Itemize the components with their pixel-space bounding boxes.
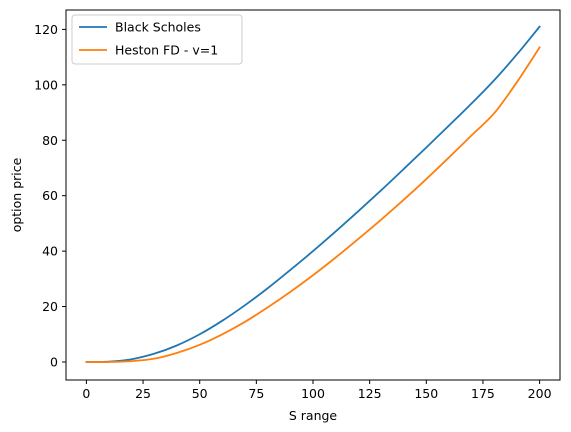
- legend-label-black-scholes: Black Scholes: [115, 20, 201, 35]
- y-axis-ticks: 0 20 40 60 80 100 120: [34, 22, 66, 369]
- series-layer: [85, 25, 541, 363]
- plot-frame: [65, 9, 561, 381]
- x-tick-label: 0: [82, 386, 90, 401]
- y-tick-label: 120: [34, 22, 58, 37]
- x-tick-label: 150: [414, 386, 438, 401]
- x-tick-label: 125: [358, 386, 382, 401]
- y-tick-label: 60: [42, 188, 58, 203]
- x-tick-label: 25: [135, 386, 151, 401]
- y-tick-label: 20: [42, 299, 58, 314]
- y-axis-label: option price: [9, 157, 24, 232]
- x-tick-label: 100: [301, 386, 325, 401]
- x-tick-label: 75: [248, 386, 264, 401]
- series-line-heston-fd-v-1: [85, 46, 541, 363]
- x-axis-ticks: 0 25 50 75 100 125 150 175 200: [82, 380, 552, 401]
- y-tick-label: 0: [50, 354, 58, 369]
- y-tick-label: 100: [34, 77, 58, 92]
- legend-label-heston-fd: Heston FD - v=1: [115, 43, 218, 58]
- x-tick-label: 200: [528, 386, 552, 401]
- legend-frame: [71, 14, 243, 65]
- plot-area: [65, 9, 561, 381]
- y-tick-label: 80: [42, 133, 58, 148]
- x-tick-label: 50: [192, 386, 208, 401]
- y-tick-label: 40: [42, 244, 58, 259]
- legend: Black Scholes Heston FD - v=1: [71, 14, 243, 65]
- x-axis-label: S range: [289, 408, 338, 423]
- x-tick-label: 175: [471, 386, 495, 401]
- series-line-black-scholes: [85, 25, 541, 363]
